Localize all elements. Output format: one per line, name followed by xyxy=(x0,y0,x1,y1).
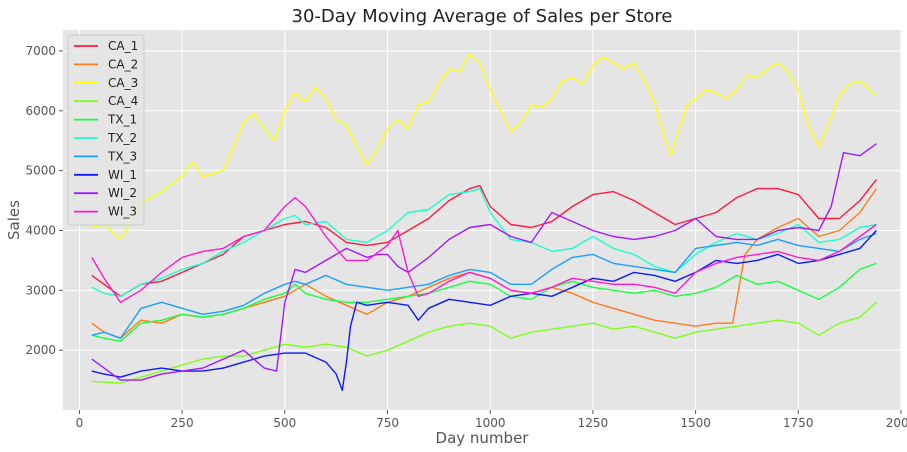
series-line-tx-3 xyxy=(91,232,877,339)
series-line-wi-3 xyxy=(91,196,877,303)
y-tick-label: 3000 xyxy=(25,283,56,297)
series-line-ca-1 xyxy=(91,179,877,297)
legend-label: WI_3 xyxy=(108,205,137,219)
x-tick-label: 750 xyxy=(376,416,399,430)
chart-title: 30-Day Moving Average of Sales per Store xyxy=(292,6,673,27)
series-line-wi-2 xyxy=(91,143,877,381)
legend-label: TX_2 xyxy=(107,131,137,145)
legend: CA_1 CA_2 CA_3 CA_4 TX_1 TX_2 TX_3 WI_1 WI_2 WI_3 xyxy=(67,34,145,226)
y-tick-label: 7000 xyxy=(25,44,56,58)
series-line-tx-2 xyxy=(91,187,877,297)
legend-label: WI_2 xyxy=(108,186,137,200)
x-tick-label: 1500 xyxy=(680,416,711,430)
legend-label: CA_3 xyxy=(108,76,138,90)
series-lines xyxy=(91,53,877,391)
legend-label: TX_1 xyxy=(107,113,137,127)
y-tick-label: 4000 xyxy=(25,223,56,237)
legend-label: CA_2 xyxy=(108,57,138,71)
axis-ticks: 0 250 500 750 1000 1250 1500 1750 2000 2000 3000 40… xyxy=(25,44,907,430)
y-axis-label: Sales xyxy=(5,200,23,240)
series-line-tx-1 xyxy=(91,262,877,342)
series-line-wi-1 xyxy=(91,230,877,391)
legend-label: CA_1 xyxy=(108,39,138,53)
y-tick-label: 5000 xyxy=(25,164,56,178)
legend-label: TX_3 xyxy=(107,149,137,163)
x-tick-label: 0 xyxy=(76,416,84,430)
legend-label: CA_4 xyxy=(108,94,138,108)
legend-label: WI_1 xyxy=(108,168,137,182)
x-tick-label: 1750 xyxy=(783,416,814,430)
x-tick-label: 500 xyxy=(273,416,296,430)
x-tick-label: 1250 xyxy=(578,416,609,430)
grid-lines xyxy=(63,30,902,410)
x-tick-label: 1000 xyxy=(475,416,506,430)
y-tick-label: 6000 xyxy=(25,104,56,118)
x-tick-label: 250 xyxy=(171,416,194,430)
plot-background xyxy=(63,30,901,410)
x-axis-label: Day number xyxy=(436,429,530,447)
y-tick-label: 2000 xyxy=(25,343,56,357)
x-tick-label: 2000 xyxy=(886,416,907,430)
series-line-ca-3 xyxy=(91,53,877,241)
